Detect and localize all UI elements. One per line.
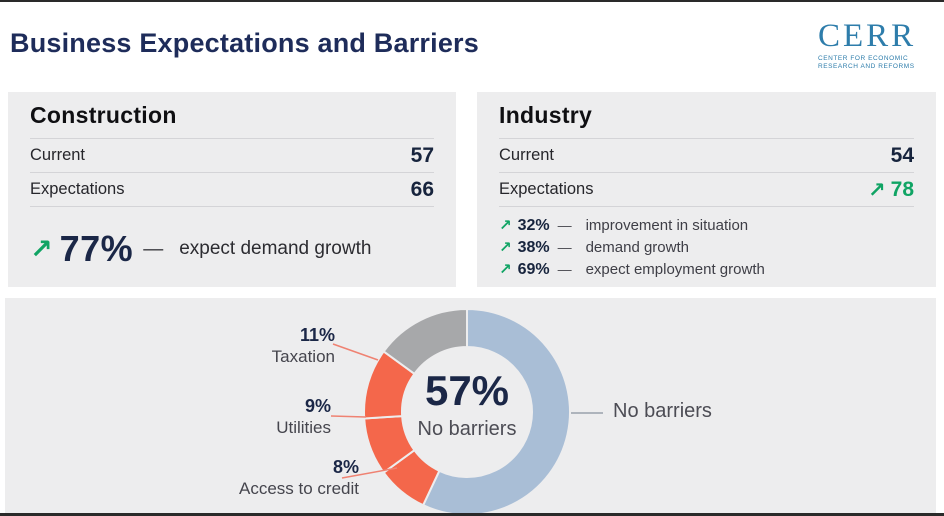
construction-expectations-row: Expectations 66 (30, 173, 434, 207)
donut-center-value: 57% (424, 367, 510, 414)
trend-up-icon: ↗ (499, 216, 512, 234)
bullet-text: demand growth (585, 239, 689, 256)
dash-separator: — (557, 261, 572, 277)
callout-taxation: 11% Taxation (272, 325, 335, 369)
top-edge-line (0, 0, 944, 2)
stat-label: Current (499, 146, 555, 164)
highlight-percent: 77% (59, 228, 134, 269)
highlight-text: expect demand growth (179, 238, 372, 259)
logo-subtitle-line1: CENTER FOR ECONOMIC (818, 55, 909, 62)
callout-label: Taxation (271, 347, 335, 366)
barriers-donut-svg (330, 307, 603, 513)
construction-panel: Construction Current 57 Expectations 66 … (8, 92, 456, 287)
logo-subtitle: CENTER FOR ECONOMIC RESEARCH AND REFORMS (818, 55, 916, 71)
callout-access-to-credit: 8% Access to credit (239, 457, 359, 501)
leader-line-utilities (330, 415, 367, 418)
bottom-edge-line (0, 513, 944, 516)
bullet-row: ↗ 32% — improvement in situation (499, 216, 914, 238)
stat-label: Expectations (30, 180, 125, 198)
bullet-percent: 38% (517, 239, 550, 256)
callout-no-barriers: No barriers (613, 400, 712, 422)
donut-segment-other (382, 307, 468, 376)
stat-value: 66 (410, 177, 434, 201)
dash-separator: — (557, 217, 572, 233)
bullet-text: improvement in situation (585, 217, 749, 234)
leader-line-credit (341, 467, 398, 479)
bullet-percent: 69% (517, 261, 550, 278)
donut-center-text: 57% No barriers (367, 368, 567, 442)
bullet-row: ↗ 38% — demand growth (499, 238, 914, 260)
donut-segment-no-barriers (421, 307, 571, 513)
construction-panel-title: Construction (30, 92, 434, 139)
bullet-row: ↗ 69% — expect employment growth (499, 260, 914, 282)
construction-highlight: ↗ 77% — expect demand growth (30, 228, 434, 270)
trend-up-icon: ↗ (30, 233, 53, 265)
cerr-logo: CERR CENTER FOR ECONOMIC RESEARCH AND RE… (818, 18, 916, 71)
construction-current-row: Current 57 (30, 139, 434, 173)
stat-value: 54 (890, 143, 914, 167)
callout-label: Access to credit (239, 479, 359, 498)
logo-text: CERR (818, 18, 917, 54)
callout-label: Utilities (276, 418, 331, 437)
logo-subtitle-line2: RESEARCH AND REFORMS (818, 63, 915, 70)
bullet-percent: 32% (517, 217, 550, 234)
dash-separator: — (557, 239, 572, 255)
page-title: Business Expectations and Barriers (10, 28, 479, 58)
donut-center-label: No barriers (417, 418, 517, 440)
bullet-text: expect employment growth (585, 261, 765, 278)
trend-up-icon: ↗ (868, 177, 886, 202)
stat-label: Current (30, 146, 86, 164)
industry-panel-title: Industry (499, 92, 914, 139)
trend-up-icon: ↗ (499, 260, 512, 278)
callout-utilities: 9% Utilities (276, 396, 331, 440)
stat-value: 57 (410, 143, 434, 167)
industry-panel: Industry Current 54 Expectations ↗ 78 ↗ … (477, 92, 936, 287)
leader-line-taxation (332, 343, 379, 361)
callout-percent: 9% (304, 396, 331, 416)
stat-label: Expectations (499, 180, 594, 198)
industry-current-row: Current 54 (499, 139, 914, 173)
industry-expectations-row: Expectations ↗ 78 (499, 173, 914, 207)
trend-up-icon: ↗ (499, 238, 512, 256)
callout-percent: 8% (332, 457, 359, 477)
barriers-panel: 11% Taxation 9% Utilities 8% Access to c… (5, 298, 936, 513)
industry-bullets: ↗ 32% — improvement in situation ↗ 38% —… (499, 216, 914, 282)
stat-value: 78 (890, 177, 914, 201)
dash-separator: — (143, 237, 164, 260)
callout-percent: 11% (299, 325, 335, 345)
stat-value-trend: ↗ 78 (868, 178, 914, 202)
